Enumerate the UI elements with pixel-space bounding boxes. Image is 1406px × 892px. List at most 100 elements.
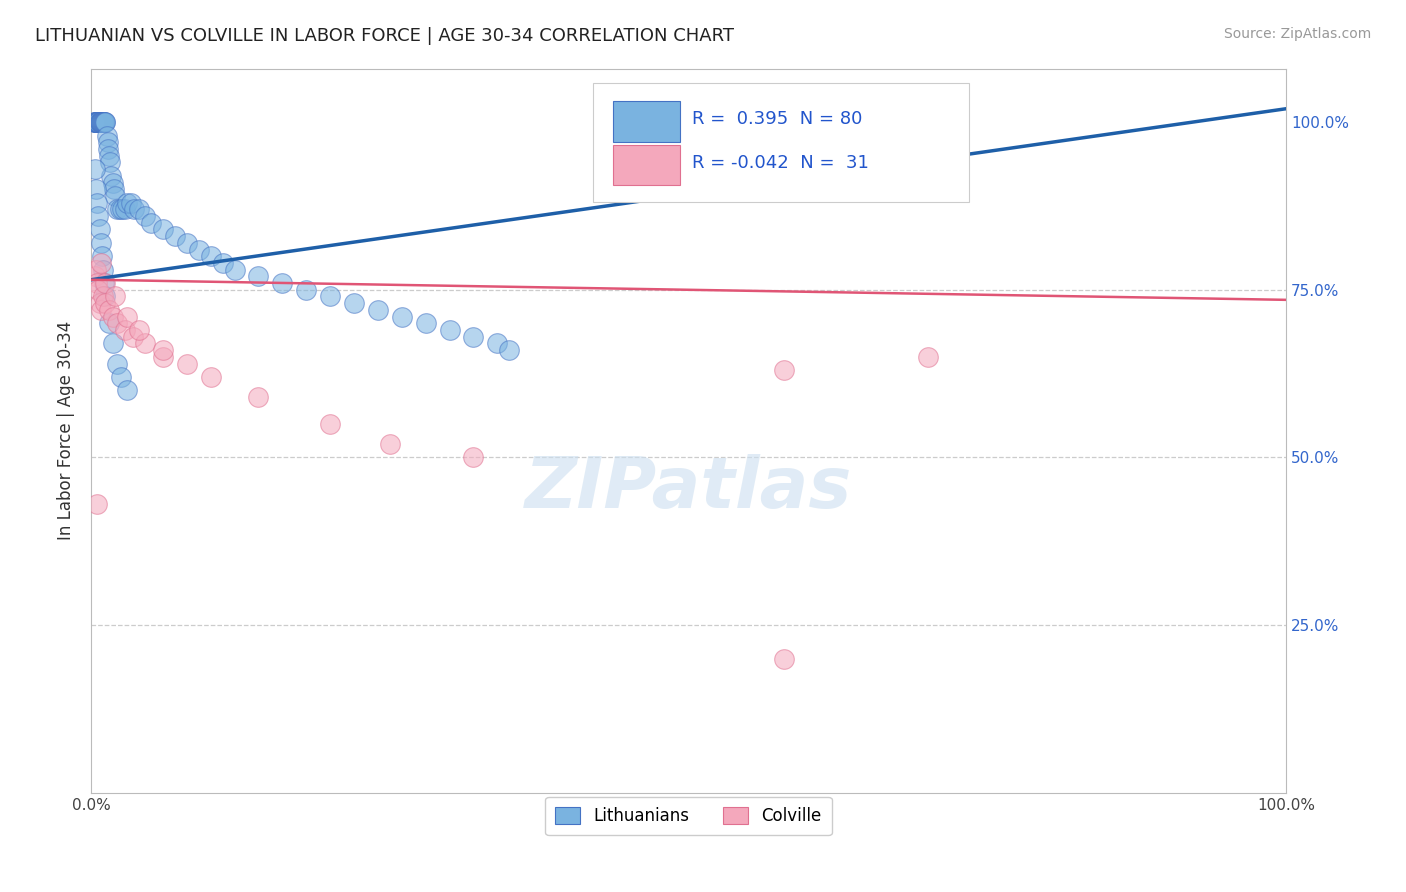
- Point: [917, 350, 939, 364]
- Point: [115, 384, 138, 398]
- Point: [98, 316, 121, 330]
- Point: [152, 343, 174, 358]
- Point: [378, 437, 401, 451]
- Point: [89, 115, 111, 129]
- Point: [134, 209, 156, 223]
- Point: [83, 115, 105, 129]
- Point: [319, 417, 342, 431]
- Point: [134, 336, 156, 351]
- Point: [103, 182, 125, 196]
- Text: R =  0.395  N = 80: R = 0.395 N = 80: [692, 111, 862, 128]
- Point: [86, 115, 108, 129]
- Point: [89, 296, 111, 310]
- Point: [391, 310, 413, 324]
- Point: [84, 115, 107, 129]
- Point: [90, 115, 112, 129]
- Point: [94, 115, 117, 129]
- Legend: Lithuanians, Colville: Lithuanians, Colville: [546, 797, 832, 835]
- Point: [176, 357, 198, 371]
- Point: [90, 256, 112, 270]
- Point: [114, 202, 136, 217]
- Point: [104, 189, 127, 203]
- Point: [91, 289, 114, 303]
- Point: [90, 302, 112, 317]
- Point: [94, 115, 117, 129]
- Point: [128, 202, 150, 217]
- Point: [247, 269, 270, 284]
- Point: [94, 289, 117, 303]
- Point: [86, 497, 108, 511]
- Point: [90, 115, 112, 129]
- Point: [90, 115, 112, 129]
- Point: [98, 149, 121, 163]
- Point: [100, 169, 122, 183]
- Point: [152, 350, 174, 364]
- Point: [200, 370, 222, 384]
- Text: LITHUANIAN VS COLVILLE IN LABOR FORCE | AGE 30-34 CORRELATION CHART: LITHUANIAN VS COLVILLE IN LABOR FORCE | …: [35, 27, 734, 45]
- FancyBboxPatch shape: [613, 145, 681, 186]
- Point: [108, 202, 131, 217]
- Point: [97, 136, 120, 150]
- Point: [224, 262, 246, 277]
- Point: [110, 370, 132, 384]
- Point: [107, 316, 129, 330]
- Point: [86, 276, 108, 290]
- Point: [101, 310, 124, 324]
- Point: [93, 276, 115, 290]
- Point: [128, 323, 150, 337]
- Point: [96, 128, 118, 143]
- Point: [439, 323, 461, 337]
- FancyBboxPatch shape: [593, 83, 969, 202]
- Point: [211, 256, 233, 270]
- Point: [97, 142, 120, 156]
- Point: [91, 262, 114, 277]
- Point: [498, 343, 520, 358]
- Point: [84, 115, 107, 129]
- Point: [87, 283, 110, 297]
- Point: [98, 302, 121, 317]
- Point: [86, 195, 108, 210]
- Point: [94, 296, 117, 310]
- Point: [111, 202, 134, 217]
- Point: [187, 243, 209, 257]
- Point: [486, 336, 509, 351]
- Point: [89, 222, 111, 236]
- Point: [773, 363, 796, 377]
- Point: [91, 115, 114, 129]
- Point: [114, 323, 136, 337]
- Point: [83, 115, 105, 129]
- Point: [176, 235, 198, 250]
- Point: [86, 115, 108, 129]
- Point: [83, 115, 105, 129]
- Point: [139, 216, 162, 230]
- Point: [104, 289, 127, 303]
- Point: [90, 249, 112, 263]
- Point: [90, 115, 112, 129]
- Point: [91, 115, 114, 129]
- Point: [107, 202, 129, 217]
- Point: [87, 115, 110, 129]
- Point: [98, 155, 121, 169]
- Point: [89, 115, 111, 129]
- Point: [86, 115, 108, 129]
- Point: [163, 229, 186, 244]
- Point: [271, 276, 294, 290]
- Point: [200, 249, 222, 263]
- Point: [90, 115, 112, 129]
- Point: [295, 283, 318, 297]
- Point: [87, 115, 110, 129]
- Point: [115, 310, 138, 324]
- Point: [319, 289, 342, 303]
- Y-axis label: In Labor Force | Age 30-34: In Labor Force | Age 30-34: [58, 321, 75, 541]
- Point: [415, 316, 437, 330]
- Point: [83, 162, 105, 177]
- Point: [84, 182, 107, 196]
- Point: [152, 222, 174, 236]
- Point: [87, 115, 110, 129]
- Point: [84, 115, 107, 129]
- Point: [120, 195, 142, 210]
- Point: [84, 262, 107, 277]
- Point: [122, 202, 145, 217]
- Point: [343, 296, 366, 310]
- Point: [107, 357, 129, 371]
